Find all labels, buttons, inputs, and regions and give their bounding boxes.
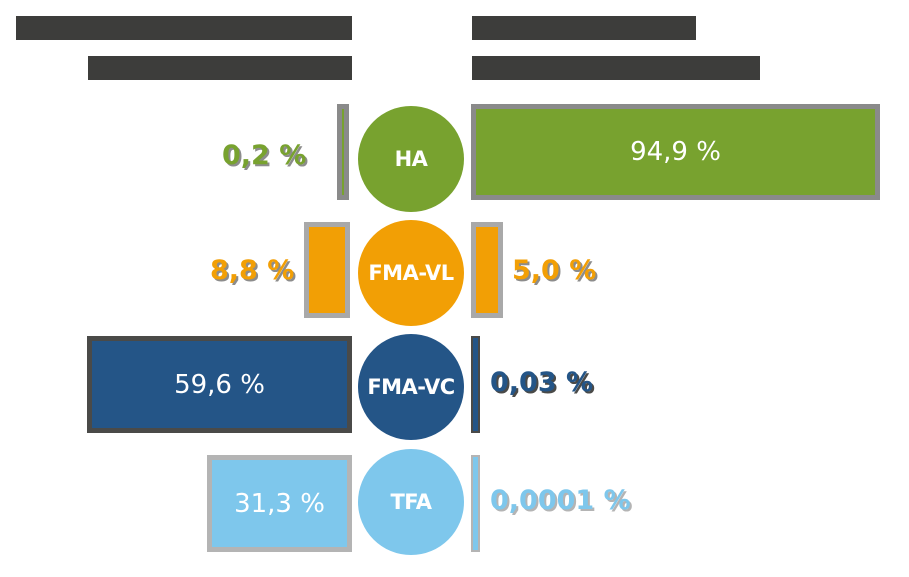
category-label: FMA-VL [368, 261, 454, 285]
right-value-label: 0,0001 % [490, 485, 631, 516]
right-heading-line-1 [472, 16, 696, 40]
left-value-label: 31,3 % [234, 488, 325, 519]
category-label: TFA [390, 490, 432, 514]
right-value-label: 5,0 % [512, 255, 597, 286]
left-bar [337, 104, 349, 200]
right-heading-line-2 [472, 56, 760, 80]
left-value-label: 8,8 % [210, 255, 295, 286]
category-circle: FMA-VL [358, 220, 464, 326]
left-value-label: 59,6 % [174, 369, 265, 400]
left-bar: 59,6 % [87, 336, 352, 433]
right-bar [471, 455, 480, 552]
right-bar: 94,9 % [471, 104, 880, 200]
category-circle: TFA [358, 449, 464, 555]
right-bar [471, 336, 480, 433]
right-value-label: 0,03 % [490, 367, 594, 398]
category-label: FMA-VC [367, 375, 455, 399]
category-circle: FMA-VC [358, 334, 464, 440]
category-label: HA [394, 147, 428, 171]
right-value-label: 94,9 % [630, 137, 721, 167]
left-value-label: 0,2 % [222, 140, 307, 171]
left-heading-line-1 [16, 16, 352, 40]
category-circle: HA [358, 106, 464, 212]
right-bar [471, 222, 503, 318]
left-bar [304, 222, 350, 318]
left-bar: 31,3 % [207, 455, 352, 552]
left-heading-line-2 [88, 56, 352, 80]
